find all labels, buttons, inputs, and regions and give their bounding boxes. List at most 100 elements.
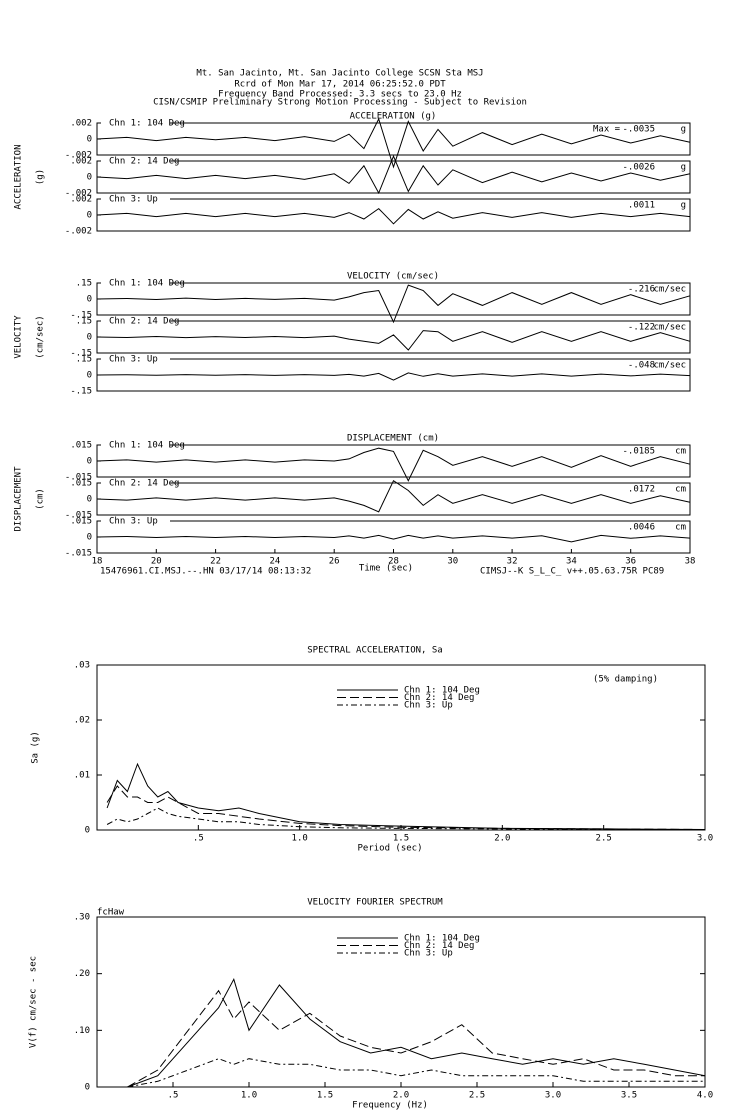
x-tick-label: 30 xyxy=(447,557,458,567)
x-tick-label: 3.0 xyxy=(545,1091,561,1101)
x-tick-label: 36 xyxy=(625,557,636,567)
trace xyxy=(96,284,691,324)
x-tick-label: 38 xyxy=(685,557,696,567)
footnote: CIMSJ--K S_L_C_ v++.05.63.75R PC89 xyxy=(480,567,664,577)
y-tick-label: .002 xyxy=(70,119,92,129)
channel-label-bg xyxy=(100,440,170,450)
legend-label: Chn 2: 14 Deg xyxy=(404,941,474,951)
channel-frame xyxy=(96,444,691,478)
y-tick-label: 0 xyxy=(87,173,92,183)
series-line xyxy=(106,807,705,830)
y-axis-label: DISPLACEMENT xyxy=(14,466,24,532)
x-tick-label: 18 xyxy=(92,557,103,567)
trace xyxy=(96,154,691,195)
channel-frame xyxy=(96,198,691,232)
y-axis-unit: (cm/sec) xyxy=(36,315,46,358)
peak-value: -.216 xyxy=(628,285,655,295)
y-tick-label: .015 xyxy=(70,517,92,527)
peak-value: .0172 xyxy=(628,485,655,495)
footnote: 15476961.CI.MSJ.--.HN 03/17/14 08:13:32 xyxy=(100,567,311,577)
chart-title: SPECTRAL ACCELERATION, Sa xyxy=(307,646,442,656)
y-tick-label: -.002 xyxy=(65,227,92,237)
y-tick-label: .15 xyxy=(76,317,92,327)
x-tick-label: 1.0 xyxy=(241,1091,257,1101)
chart-title: VELOCITY FOURIER SPECTRUM xyxy=(307,898,443,908)
peak-unit: g xyxy=(681,125,686,135)
series-line xyxy=(106,785,706,830)
peak-value: -.0035 xyxy=(622,125,655,135)
channel-frame xyxy=(96,482,691,516)
annotation: fcHaw xyxy=(97,908,125,918)
legend-label: Chn 3: Up xyxy=(404,701,453,711)
x-axis-label: Time (sec) xyxy=(359,564,413,574)
x-axis-label: Frequency (Hz) xyxy=(352,1101,428,1111)
x-axis-label: Period (sec) xyxy=(357,844,422,854)
x-tick-label: 26 xyxy=(329,557,340,567)
x-tick-label: 28 xyxy=(388,557,399,567)
channel-label-bg xyxy=(100,316,170,326)
y-tick-label: .002 xyxy=(70,157,92,167)
y-tick-label: .002 xyxy=(70,195,92,205)
y-tick-label: 0 xyxy=(85,1083,90,1093)
peak-value: .0011 xyxy=(628,201,655,211)
y-tick-label: 0 xyxy=(87,371,92,381)
channel-label-bg xyxy=(100,516,170,526)
y-tick-label: 0 xyxy=(87,295,92,305)
channel-frame xyxy=(96,282,691,316)
series-line xyxy=(127,977,706,1088)
channel-label-bg xyxy=(100,478,170,488)
y-tick-label: -.002 xyxy=(65,151,92,161)
header-line: Mt. San Jacinto, Mt. San Jacinto College… xyxy=(196,69,483,79)
y-axis-label: Sa (g) xyxy=(31,731,41,764)
series-line xyxy=(106,762,706,830)
x-tick-label: 32 xyxy=(507,557,518,567)
y-axis-label: VELOCITY xyxy=(14,315,24,359)
peak-unit: cm xyxy=(675,447,686,457)
trace xyxy=(96,372,691,381)
peak-unit: g xyxy=(681,201,686,211)
x-tick-label: 22 xyxy=(210,557,221,567)
peak-unit: cm/sec xyxy=(653,361,686,371)
y-tick-label: .01 xyxy=(74,771,90,781)
series-line xyxy=(127,989,705,1088)
x-tick-label: 34 xyxy=(566,557,577,567)
trace xyxy=(96,117,691,169)
peak-unit: cm xyxy=(675,523,686,533)
y-axis-unit: (g) xyxy=(36,169,46,185)
header-line: Rcrd of Mon Mar 17, 2014 06:25:52.0 PDT xyxy=(234,80,446,90)
panel-title: ACCELERATION (g) xyxy=(350,112,437,122)
trace xyxy=(96,447,691,482)
legend-label: Chn 1: 104 Deg xyxy=(404,686,480,696)
header-line: Frequency Band Processed: 3.3 secs to 23… xyxy=(218,90,462,100)
channel-name: Chn 3: Up xyxy=(109,195,158,205)
y-tick-label: .02 xyxy=(74,716,90,726)
channel-label-bg xyxy=(100,118,170,128)
y-axis-label: ACCELERATION xyxy=(14,144,24,209)
y-tick-label: 0 xyxy=(85,826,90,836)
channel-name: Chn 2: 14 Deg xyxy=(109,157,179,167)
trace xyxy=(96,330,691,351)
x-tick-label: 2.0 xyxy=(393,1091,409,1101)
y-tick-label: 0 xyxy=(87,495,92,505)
channel-label-bg xyxy=(100,156,170,166)
y-tick-label: -.15 xyxy=(70,311,92,321)
x-tick-label: 2.0 xyxy=(494,834,510,844)
channel-label-bg xyxy=(100,354,170,364)
peak-value: -.048 xyxy=(628,361,655,371)
channel-label-bg xyxy=(100,278,170,288)
y-tick-label: -.002 xyxy=(65,189,92,199)
trace xyxy=(96,207,691,225)
annotation: (5% damping) xyxy=(593,675,658,685)
y-tick-label: 0 xyxy=(87,211,92,221)
y-tick-label: .10 xyxy=(74,1026,90,1036)
y-tick-label: -.015 xyxy=(65,549,92,559)
y-tick-label: -.15 xyxy=(70,387,92,397)
x-tick-label: 3.0 xyxy=(697,834,713,844)
x-tick-label: 3.5 xyxy=(621,1091,637,1101)
panel-title: DISPLACEMENT (cm) xyxy=(347,434,439,444)
x-tick-label: .5 xyxy=(168,1091,179,1101)
y-tick-label: .15 xyxy=(76,355,92,365)
trace xyxy=(96,534,691,543)
channel-name: Chn 1: 104 Deg xyxy=(109,119,185,129)
